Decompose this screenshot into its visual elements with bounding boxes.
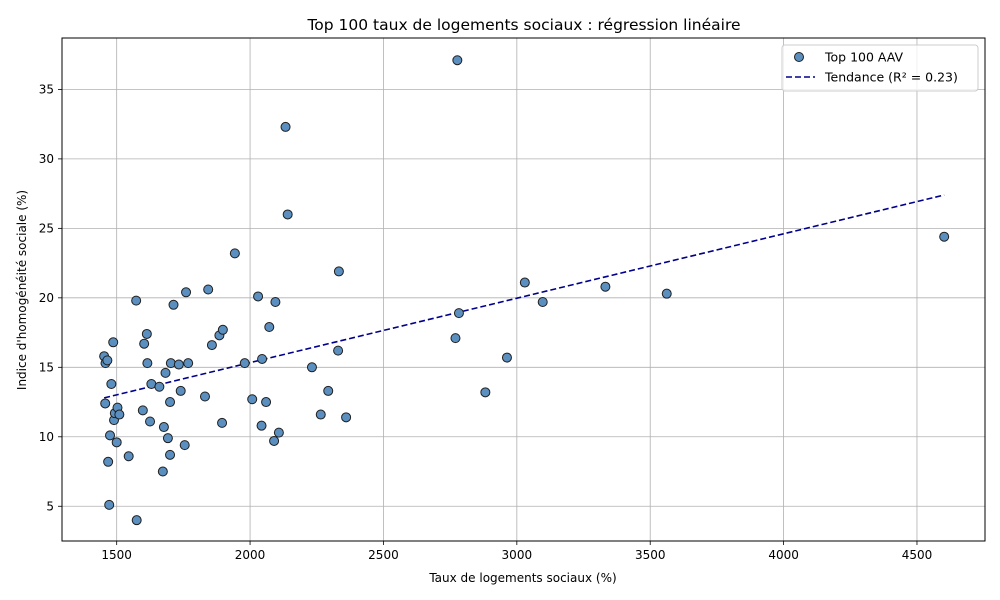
data-point — [105, 430, 116, 441]
x-tick-label: 2500 — [368, 548, 399, 562]
y-tick-label: 35 — [39, 82, 54, 96]
data-point — [280, 121, 291, 132]
data-point — [137, 405, 148, 416]
data-point — [341, 412, 352, 423]
x-tick-label: 3500 — [635, 548, 666, 562]
data-point — [108, 337, 119, 348]
data-point — [106, 378, 117, 389]
data-point — [175, 385, 186, 396]
data-point — [165, 358, 176, 369]
y-axis-ticks: 5 10 15 20 25 30 35 — [39, 82, 62, 513]
data-point — [519, 277, 530, 288]
y-axis-label: Indice d'homogénéité sociale (%) — [15, 190, 29, 390]
data-point — [661, 288, 672, 299]
y-tick-label: 20 — [39, 291, 54, 305]
data-point — [323, 385, 334, 396]
data-point — [131, 295, 142, 306]
data-point — [158, 422, 169, 433]
x-axis-label: Taux de logements sociaux (%) — [428, 571, 616, 585]
data-point — [450, 333, 461, 344]
data-point — [501, 352, 512, 363]
data-point — [123, 451, 134, 462]
data-point — [256, 420, 267, 431]
legend: Top 100 AAV Tendance (R² = 0.23) — [781, 44, 979, 92]
x-tick-label: 3000 — [502, 548, 533, 562]
data-point — [261, 397, 272, 408]
data-point — [239, 358, 250, 369]
data-point — [315, 409, 326, 420]
data-point — [282, 209, 293, 220]
data-point — [247, 394, 258, 405]
data-point — [452, 55, 463, 66]
chart-title: Top 100 taux de logements sociaux : régr… — [306, 16, 740, 34]
data-point — [139, 338, 150, 349]
data-point — [111, 437, 122, 448]
data-point — [273, 427, 284, 438]
x-tick-label: 4000 — [768, 548, 799, 562]
x-tick-label: 4500 — [902, 548, 933, 562]
y-tick-label: 5 — [46, 499, 54, 513]
data-point — [939, 231, 950, 242]
data-point — [165, 449, 176, 460]
data-point — [160, 367, 171, 378]
data-point — [145, 416, 156, 427]
data-point — [102, 355, 113, 366]
data-point — [104, 499, 115, 510]
data-point — [131, 515, 142, 526]
data-point — [162, 433, 173, 444]
data-point — [199, 391, 210, 402]
y-tick-label: 30 — [39, 152, 54, 166]
data-point — [173, 359, 184, 370]
legend-marker-scatter — [794, 52, 804, 62]
data-point — [600, 281, 611, 292]
data-point — [206, 340, 217, 351]
legend-box — [781, 44, 979, 92]
x-tick-label: 1500 — [101, 548, 132, 562]
data-point — [257, 353, 268, 364]
data-point — [157, 466, 168, 477]
data-point — [168, 299, 179, 310]
y-tick-label: 15 — [39, 360, 54, 374]
x-tick-label: 2000 — [235, 548, 266, 562]
data-point — [270, 297, 281, 308]
scatter-points — [99, 55, 950, 526]
y-tick-label: 25 — [39, 221, 54, 235]
data-point — [333, 266, 344, 277]
data-point — [179, 440, 190, 451]
data-point — [269, 435, 280, 446]
data-point — [203, 284, 214, 295]
data-point — [480, 387, 491, 398]
data-point — [181, 287, 192, 298]
data-point — [183, 358, 194, 369]
data-point — [114, 409, 125, 420]
grid-lines — [62, 38, 985, 541]
data-point — [229, 248, 240, 259]
data-point — [537, 297, 548, 308]
data-point — [217, 417, 228, 428]
data-point — [306, 362, 317, 373]
data-point — [154, 381, 165, 392]
legend-label-trend: Tendance (R² = 0.23) — [824, 70, 958, 85]
data-point — [333, 345, 344, 356]
data-point — [103, 456, 114, 467]
data-point — [141, 328, 152, 339]
x-axis-ticks: 1500 2000 2500 3000 3500 4000 4500 — [101, 541, 932, 562]
data-point — [453, 308, 464, 319]
plot-frame — [61, 37, 986, 542]
data-point — [217, 324, 228, 335]
data-point — [253, 291, 264, 302]
data-point — [264, 322, 275, 333]
data-point — [165, 397, 176, 408]
legend-label-scatter: Top 100 AAV — [824, 50, 904, 65]
y-tick-label: 10 — [39, 430, 54, 444]
data-point — [100, 398, 111, 409]
data-point — [142, 358, 153, 369]
